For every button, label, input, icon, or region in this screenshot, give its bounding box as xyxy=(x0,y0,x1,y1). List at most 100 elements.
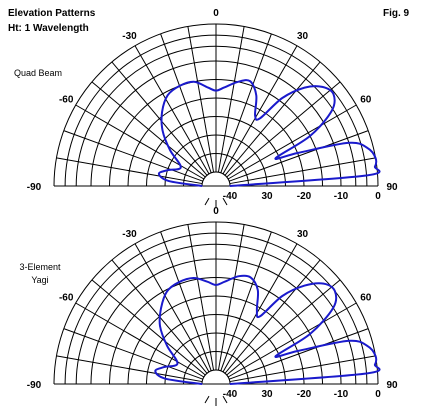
angle-label: -90 xyxy=(27,380,42,391)
grid-spoke xyxy=(229,157,376,185)
radial-label: 30 xyxy=(261,389,273,400)
pattern-point xyxy=(256,309,258,311)
pattern-point xyxy=(164,378,166,380)
radial-label: -20 xyxy=(297,389,312,400)
radial-label: -20 xyxy=(297,191,312,202)
pattern-point xyxy=(158,173,160,175)
pattern-point xyxy=(215,90,217,92)
plot-label-yagi-line-2: Yagi xyxy=(31,275,48,285)
radial-label: -40 xyxy=(223,389,238,400)
pattern-point xyxy=(161,130,164,132)
pattern-point xyxy=(303,285,306,287)
polar-plot-quad-beam: -90 -60 -30 0 30 60 90 -40 30 -20 -10 0 xyxy=(27,8,398,208)
pattern-point xyxy=(192,277,195,279)
pattern-point xyxy=(374,165,376,168)
angle-label: -30 xyxy=(122,31,137,42)
center-stub xyxy=(201,171,231,187)
pattern-point xyxy=(167,94,169,96)
pattern-point xyxy=(365,174,368,177)
lower-tick xyxy=(222,395,228,404)
figure-label: Fig. 9 xyxy=(383,8,410,19)
grid-spoke xyxy=(75,302,205,378)
pattern-trace xyxy=(154,274,381,385)
angle-label: 60 xyxy=(360,293,372,304)
grid-spoke xyxy=(228,328,369,380)
grid-spoke xyxy=(217,224,245,371)
pattern-point xyxy=(178,85,181,87)
pattern-point xyxy=(309,135,311,137)
pattern-point xyxy=(154,370,156,372)
pattern-point xyxy=(332,307,334,309)
grid-spoke xyxy=(220,231,272,372)
pattern-point xyxy=(303,87,306,89)
pattern-point xyxy=(160,307,162,309)
grid-spoke xyxy=(91,81,206,178)
grid-spoke xyxy=(187,26,215,173)
grid-spoke xyxy=(160,231,212,372)
pattern-point xyxy=(321,86,323,88)
grid-spoke xyxy=(226,279,341,376)
pattern-point xyxy=(348,142,350,144)
radial-label: 30 xyxy=(261,191,273,202)
pattern-point xyxy=(201,185,203,187)
title-line-1: Elevation Patterns xyxy=(8,8,96,19)
pattern-point xyxy=(281,97,283,99)
pattern-point xyxy=(374,355,377,357)
grid-spoke xyxy=(222,45,298,175)
radial-label: -10 xyxy=(334,191,349,202)
grid-spoke xyxy=(134,243,210,373)
pattern-point xyxy=(238,275,240,277)
grid-spoke xyxy=(91,279,206,376)
grid-spoke xyxy=(224,61,321,176)
angle-label: 90 xyxy=(386,182,398,193)
grid-spoke xyxy=(187,224,215,371)
pattern-point xyxy=(180,166,182,168)
grid-spoke xyxy=(63,328,204,380)
angle-label: -90 xyxy=(27,182,42,193)
pattern-point xyxy=(281,295,283,297)
grid-spoke xyxy=(228,130,369,182)
radial-label: -10 xyxy=(334,389,349,400)
grid-spoke xyxy=(63,130,204,182)
angle-label: 60 xyxy=(360,95,372,106)
pattern-point xyxy=(374,363,376,366)
pattern-point xyxy=(215,284,217,286)
pattern-point xyxy=(193,81,195,83)
pattern-trace xyxy=(157,79,381,187)
pattern-point xyxy=(206,280,208,283)
pattern-point xyxy=(254,114,256,117)
grid-spoke xyxy=(224,259,321,374)
angle-label: 90 xyxy=(386,380,398,391)
polar-plot-yagi: -90 -60 -30 0 30 60 90 -40 30 -20 -10 0 xyxy=(27,206,398,406)
pattern-point xyxy=(367,147,369,149)
grid-spoke xyxy=(227,104,357,180)
pattern-point xyxy=(161,111,163,113)
pattern-point xyxy=(275,355,277,357)
pattern-point xyxy=(178,281,180,283)
angle-label: 30 xyxy=(297,229,309,240)
grid-spoke xyxy=(111,61,208,176)
pattern-point xyxy=(163,366,165,368)
pattern-point xyxy=(332,93,335,95)
plot-label-quad-beam: Quad Beam xyxy=(14,68,62,78)
pattern-point xyxy=(259,117,261,120)
grid-spoke xyxy=(134,45,210,175)
pattern-point xyxy=(166,345,168,347)
angle-label: -60 xyxy=(59,95,74,106)
grid-spoke xyxy=(220,33,272,174)
grid-spoke xyxy=(56,355,203,383)
center-stub xyxy=(201,369,231,385)
pattern-point xyxy=(250,276,252,279)
pattern-point xyxy=(201,383,203,385)
pattern-point xyxy=(309,333,311,335)
pattern-point xyxy=(296,152,299,154)
pattern-point xyxy=(331,110,333,112)
radial-label: 0 xyxy=(375,389,381,400)
pattern-point xyxy=(224,280,226,283)
grid-spoke xyxy=(229,355,376,383)
pattern-point xyxy=(159,325,161,327)
grid-spoke xyxy=(217,26,245,173)
plot-label-yagi-line-1: 3-Element xyxy=(19,262,61,272)
